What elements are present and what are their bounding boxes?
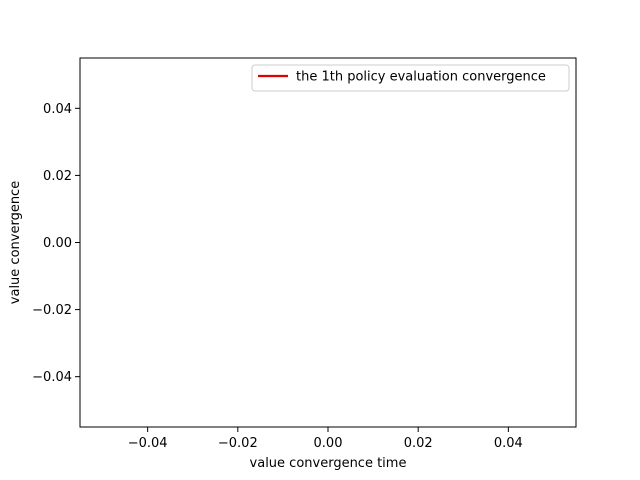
y-tick-label: 0.02	[43, 169, 72, 184]
y-axis-label: value convergence	[8, 181, 23, 304]
y-tick-label: 0.00	[43, 236, 72, 251]
x-tick-label: −0.04	[128, 436, 168, 451]
plot-area	[80, 58, 576, 427]
legend-box	[251, 64, 570, 92]
x-axis-label: value convergence time	[250, 456, 407, 471]
legend-label-0: the 1th policy evaluation convergence	[296, 70, 546, 85]
x-tick-label: 0.00	[314, 436, 343, 451]
x-axis: −0.04 −0.02 0.00 0.02 0.04	[128, 427, 523, 451]
legend: the 1th policy evaluation convergence	[251, 64, 570, 92]
x-tick-label: 0.04	[494, 436, 523, 451]
y-tick-label: −0.02	[32, 303, 72, 318]
y-tick-label: 0.04	[43, 102, 72, 117]
y-tick-label: −0.04	[32, 370, 72, 385]
y-axis: −0.04 −0.02 0.00 0.02 0.04	[32, 102, 80, 385]
x-tick-label: 0.02	[404, 436, 433, 451]
x-tick-label: −0.02	[218, 436, 258, 451]
